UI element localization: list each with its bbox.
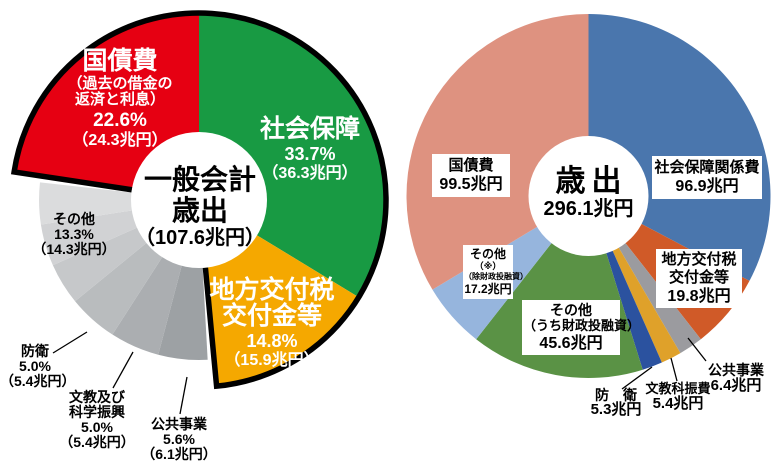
leader-line	[670, 357, 678, 382]
chart-left-center-title: 一般会計 歳出 （107.6兆円）	[110, 164, 290, 251]
label-line: 99.5兆円	[439, 176, 503, 193]
label-line: （5.4兆円）	[0, 373, 76, 389]
segment-label-others-incl-filp: その他 （うち財政投融資） 45.6兆円	[522, 300, 641, 355]
label-line: 地方交付税	[209, 276, 335, 304]
donut-hole	[528, 136, 649, 256]
label-line: 公共事業	[151, 416, 207, 432]
label-line: 33.7%	[284, 144, 336, 164]
label-line: 社会保障関係費	[654, 159, 760, 176]
segment-label-education-science: 文教及び 科学振興 5.0% （5.4兆円）	[46, 390, 148, 450]
chart-right-center-title: 歳出 296.1兆円	[523, 165, 654, 221]
label-line: 96.9兆円	[675, 178, 739, 195]
label-line: その他	[469, 247, 506, 261]
label-line: （※）	[474, 261, 502, 271]
label-line: 交付金等	[668, 269, 729, 286]
label-line: 13.3%	[54, 226, 94, 242]
label-line: 交付金等	[221, 302, 322, 330]
total-expenditure-donut-chart: 国債費 99.5兆円 社会保障関係費 96.9兆円 歳出 296.1兆円 地方交…	[390, 0, 777, 468]
leader-line	[179, 376, 188, 415]
general-account-expenditure-pie-chart: 国債費 （過去の借金の 返済と利息） 22.6% （24.3兆円） 社会保障 3…	[0, 10, 389, 462]
label-line: （6.1兆円）	[141, 446, 217, 462]
label-line: 文教科振費	[645, 381, 711, 396]
label-line: 5.3兆円	[590, 401, 642, 418]
label-line: 国債費	[82, 47, 158, 75]
label-line: 歳出	[171, 195, 228, 226]
segment-label-others: その他 13.3% （14.3兆円）	[14, 212, 134, 257]
label-line: （14.3兆円）	[32, 241, 116, 257]
segment-label-local-allocation-tax-right: 地方交付税 交付金等 19.8兆円	[656, 249, 742, 308]
label-line: 5.4兆円	[652, 395, 704, 412]
label-line: その他	[53, 211, 95, 227]
label-line: 返済と利息）	[74, 91, 165, 108]
label-line: 公共事業	[708, 362, 764, 378]
label-line: 45.6兆円	[539, 335, 603, 352]
segment-label-defense-right: 防 衛 5.3兆円	[584, 388, 648, 417]
label-line: 6.4兆円	[710, 377, 762, 394]
label-line: 歳出	[555, 165, 628, 198]
label-line: 22.6%	[93, 110, 147, 131]
segment-label-social-security: 社会保障 33.7% （36.3兆円）	[240, 115, 380, 183]
label-line: 社会保障	[259, 115, 360, 143]
label-line: 5.6%	[163, 431, 195, 447]
segment-label-local-allocation-tax: 地方交付税 交付金等 14.8% （15.9兆円）	[194, 277, 350, 370]
label-line: 防 衛	[595, 387, 637, 403]
label-line: その他	[550, 302, 592, 318]
pie-black-outline	[10, 10, 389, 390]
label-line: 5.0%	[81, 419, 113, 435]
label-line: （5.4兆円）	[59, 434, 135, 450]
label-line: （うち財政投融資）	[523, 318, 641, 333]
segment-label-defense: 防衛 5.0% （5.4兆円）	[0, 343, 76, 389]
label-line: （過去の借金の	[67, 75, 173, 92]
pie-chart-left-canvas	[10, 10, 389, 415]
leader-line	[621, 366, 653, 390]
label-line: （24.3兆円）	[72, 132, 168, 149]
label-line: 科学振興	[69, 404, 125, 420]
label-line: （除財政投融資）	[464, 272, 528, 281]
leader-line	[687, 337, 707, 362]
label-line: 14.8%	[246, 331, 298, 351]
label-line: 296.1兆円	[543, 198, 634, 220]
leader-line	[52, 331, 88, 354]
segment-label-social-security-related: 社会保障関係費 96.9兆円	[652, 156, 762, 199]
label-line: （36.3兆円）	[262, 165, 358, 182]
segment-label-public-works: 公共事業 5.6% （6.1兆円）	[127, 417, 231, 462]
segment-label-education-science-right: 文教科振費 5.4兆円	[644, 381, 712, 412]
label-line: 防衛	[21, 343, 49, 359]
segment-label-others-excl-filp: その他 （※） （除財政投融資） 17.2兆円	[463, 245, 528, 299]
segment-label-national-debt-service-right: 国債費 99.5兆円	[432, 154, 510, 197]
label-line: （107.6兆円）	[134, 227, 266, 249]
leader-line	[112, 351, 134, 389]
label-line: 19.8兆円	[667, 288, 731, 305]
label-line: 一般会計	[143, 164, 256, 195]
segment-label-public-works-right: 公共事業 6.4兆円	[703, 362, 769, 394]
segment-label-national-debt-service: 国債費 （過去の借金の 返済と利息） 22.6% （24.3兆円）	[36, 46, 204, 150]
label-line: 文教及び	[69, 389, 125, 405]
donut-hole	[131, 132, 267, 268]
label-line: 国債費	[448, 157, 494, 174]
segment-others-3	[39, 182, 199, 225]
label-line: 17.2兆円	[464, 282, 512, 296]
label-line: 地方交付税	[661, 251, 737, 268]
label-line: （15.9兆円）	[224, 352, 320, 369]
label-line: 5.0%	[19, 358, 51, 374]
